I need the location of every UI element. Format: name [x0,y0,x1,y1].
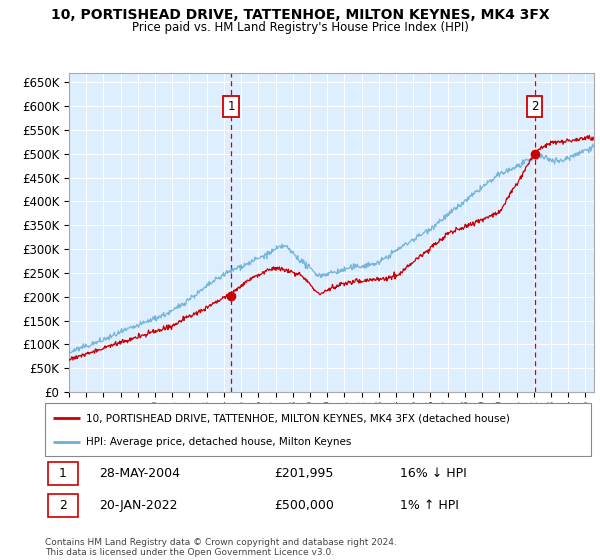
Text: 10, PORTISHEAD DRIVE, TATTENHOE, MILTON KEYNES, MK4 3FX (detached house): 10, PORTISHEAD DRIVE, TATTENHOE, MILTON … [86,413,510,423]
Text: 20-JAN-2022: 20-JAN-2022 [100,499,178,512]
Text: HPI: Average price, detached house, Milton Keynes: HPI: Average price, detached house, Milt… [86,436,352,446]
Text: 1% ↑ HPI: 1% ↑ HPI [400,499,459,512]
FancyBboxPatch shape [48,494,78,517]
Text: 28-MAY-2004: 28-MAY-2004 [100,467,181,480]
Text: Price paid vs. HM Land Registry's House Price Index (HPI): Price paid vs. HM Land Registry's House … [131,21,469,34]
Text: 1: 1 [227,100,235,113]
FancyBboxPatch shape [48,462,78,486]
Text: £500,000: £500,000 [274,499,334,512]
Text: 10, PORTISHEAD DRIVE, TATTENHOE, MILTON KEYNES, MK4 3FX: 10, PORTISHEAD DRIVE, TATTENHOE, MILTON … [50,8,550,22]
Text: 2: 2 [531,100,538,113]
Text: 1: 1 [59,467,67,480]
Text: £201,995: £201,995 [274,467,334,480]
Text: 16% ↓ HPI: 16% ↓ HPI [400,467,467,480]
Text: Contains HM Land Registry data © Crown copyright and database right 2024.
This d: Contains HM Land Registry data © Crown c… [45,538,397,557]
Text: 2: 2 [59,499,67,512]
